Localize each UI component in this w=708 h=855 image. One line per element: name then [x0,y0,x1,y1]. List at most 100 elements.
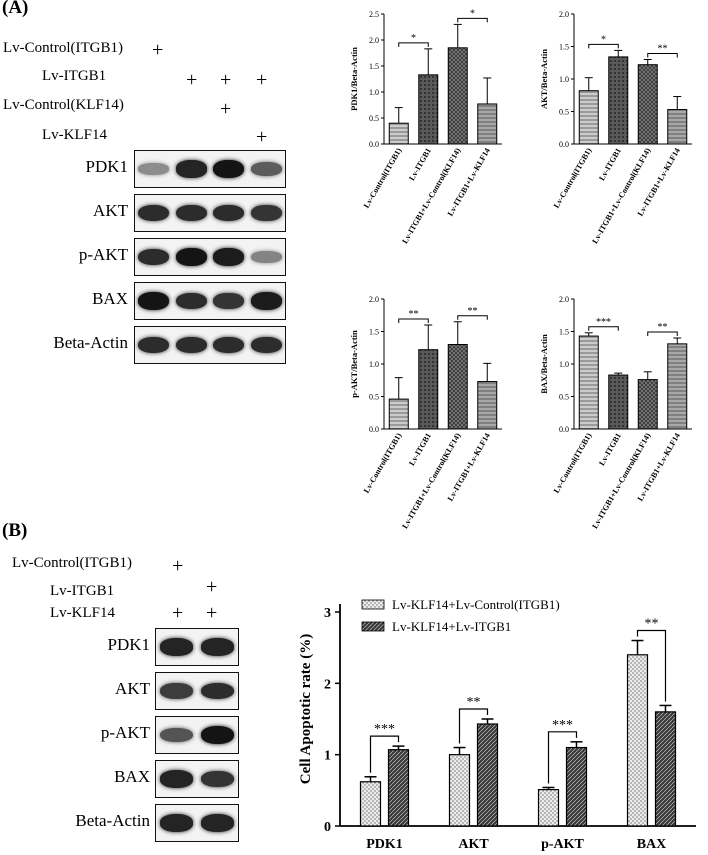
significance-label: * [601,34,606,45]
significance-bracket [647,53,678,58]
legend-entry: Lv-KLF14+Lv-ITGB1 [392,619,511,634]
bar [477,381,498,430]
y-tick-label: 1.0 [369,360,379,369]
bar [418,74,439,145]
significance-label: ** [658,44,668,55]
significance-bracket [636,629,667,702]
significance-label: ** [409,309,419,320]
bar [476,723,499,827]
y-tick-label: 0.5 [559,108,569,117]
plus-mark: + [206,576,218,598]
bar [608,56,629,145]
x-tick-label: AKT [458,837,489,852]
protein-band [200,726,235,744]
y-tick-label: 2.0 [559,295,569,304]
cond-a-lv-control-klf14: Lv-Control(KLF14) [3,97,124,113]
x-tick-label: Lv-ITGB1+Lv-Control(KLF14) [590,146,652,245]
bar [654,711,677,827]
protein-band [138,204,170,222]
protein-band [200,682,235,700]
protein-band [138,336,170,354]
y-tick-label: 2.0 [369,36,379,45]
bar [447,47,468,145]
y-tick-label: 0.5 [369,393,379,402]
x-tick-label: Lv-Control(ITGB1) [552,146,594,210]
blot-strip [134,238,286,276]
protein-band [159,638,194,656]
x-tick-label: Lv-ITGB1+Lv-Control(KLF14) [590,431,652,530]
y-tick-label: 3 [324,606,331,621]
protein-band [138,248,170,266]
y-tick-label: 0 [324,820,331,835]
bar [608,374,629,430]
bar [565,746,588,827]
significance-bracket [588,43,619,49]
x-tick-label: Lv-ITGB1 [407,147,433,183]
x-tick-label: Lv-Control(ITGB1) [552,431,594,495]
legend-swatch [361,621,385,632]
protein-band [213,160,245,178]
chart-bax: 0.0 0.5 1.0 1.5 2.0 BAX/Beta-Actin Lv-Control(… [539,295,692,530]
y-tick-label: 1.0 [559,75,569,84]
bar [667,109,688,145]
significance-label: *** [552,718,573,733]
cond-a-lv-control-itgb1: Lv-Control(ITGB1) [3,40,123,56]
x-tick-label: PDK1 [366,837,403,852]
significance-label: *** [374,722,395,737]
y-tick-label: 1.5 [559,43,569,52]
protein-band [213,248,245,266]
bar [447,344,468,430]
significance-bracket [647,331,678,336]
significance-bracket [458,708,489,744]
cond-a-lv-itgb1: Lv-ITGB1 [42,68,107,84]
blot-strip [134,282,286,320]
protein-band [250,336,282,354]
significance-label: * [411,33,416,44]
significance-bracket [369,735,400,773]
bar [578,90,599,145]
protein-band [138,292,170,310]
protein-band [250,292,282,310]
blot-strip [155,672,239,710]
blot-label: AKT [115,679,150,698]
y-tick-label: 1.0 [369,88,379,97]
bar [359,781,382,827]
y-axis-label: p-AKT/Beta-Actin [349,330,359,398]
chart-akt: 0.0 0.5 1.0 1.5 2.0 AKT/Beta-Actin Lv-Control(… [539,10,692,245]
plus-mark: + [186,69,198,91]
protein-band [159,683,194,699]
x-tick-label: Lv-ITGB1+Lv-Control(KLF14) [400,431,462,530]
significance-bracket [398,42,429,47]
protein-band [159,814,194,832]
blot-strip [134,194,286,232]
legend-swatch [361,599,385,610]
y-axis-label: Cell Apoptotic rate (%) [298,634,314,784]
significance-bracket [457,17,488,23]
bar [388,398,409,430]
protein-band [213,336,245,354]
protein-band [250,204,282,222]
protein-band [175,292,207,310]
protein-band [200,638,235,656]
x-tick-label: Lv-ITGB1 [407,432,433,468]
blot-label: p-AKT [78,245,128,264]
significance-label: *** [596,317,611,328]
plus-mark: + [220,98,232,120]
cond-b-lv-itgb1: Lv-ITGB1 [50,583,115,599]
x-tick-label: p-AKT [541,837,584,852]
bar [637,379,658,430]
plus-mark: + [172,602,184,624]
blot-label: PDK1 [107,635,150,654]
chart-pdk1: 0.0 0.5 1.0 1.5 2.0 2.5 PDK1/Beta-Actin Lv-Cont… [349,8,502,245]
plus-mark: + [256,126,268,148]
y-axis-label: BAX/Beta-Actin [539,334,549,394]
plus-mark: + [152,39,164,61]
y-tick-label: 0.5 [369,114,379,123]
blot-strip [155,716,239,754]
bar [388,122,409,145]
plus-mark: + [172,555,184,577]
protein-band [200,770,235,788]
y-tick-label: 1.5 [369,62,379,71]
y-axis-label: PDK1/Beta-Actin [349,47,359,111]
blot-strip [155,628,239,666]
